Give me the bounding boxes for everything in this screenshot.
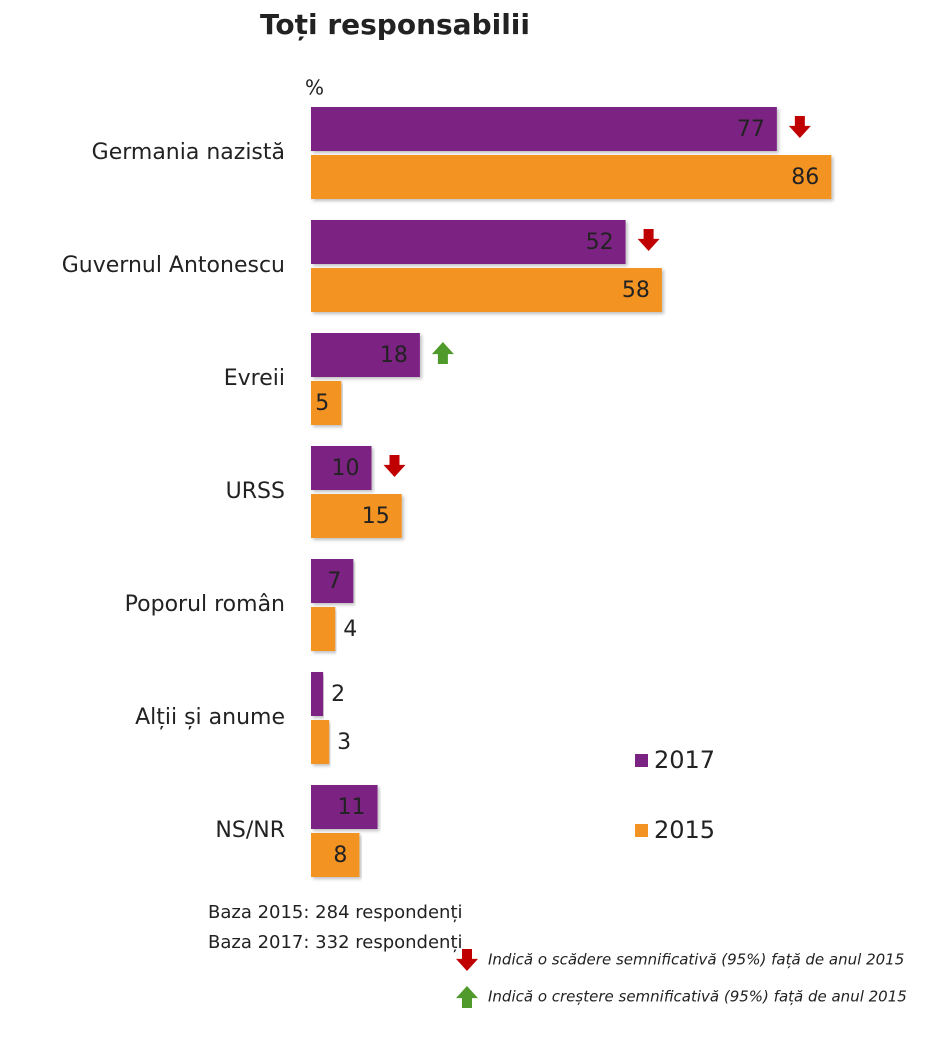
data-label: 10	[332, 456, 360, 481]
data-label: 15	[362, 504, 390, 529]
bar	[311, 559, 354, 603]
significance-arrow	[788, 116, 811, 138]
bar	[311, 720, 330, 764]
unit-label: %	[305, 76, 324, 100]
significance-arrow	[383, 455, 406, 477]
data-label: 7	[327, 569, 341, 594]
bar	[311, 220, 626, 264]
data-label: 3	[337, 730, 351, 755]
bar	[311, 333, 420, 377]
bar	[311, 381, 342, 425]
category-label: URSS	[226, 479, 285, 504]
bar	[311, 833, 360, 877]
significance-note: Indică o creștere semnificativă (95%) fa…	[488, 988, 907, 1006]
bar	[311, 494, 402, 538]
bar	[311, 446, 372, 490]
legend-arrow	[456, 949, 478, 971]
significance-arrow	[637, 229, 660, 251]
data-label: 58	[622, 278, 650, 303]
legend-label: 2015	[654, 816, 715, 844]
bar	[311, 268, 662, 312]
category-label: Alții și anume	[135, 705, 285, 730]
data-label: 11	[338, 795, 366, 820]
category-label: Evreii	[224, 366, 285, 391]
significance-arrow	[431, 342, 454, 364]
data-label: 5	[315, 391, 329, 416]
category-label: Poporul român	[125, 592, 285, 617]
data-label: 77	[737, 117, 765, 142]
legend-swatch	[635, 754, 648, 767]
chart-title: Toți responsabilii	[260, 8, 530, 41]
significance-note: Indică o scădere semnificativă (95%) faț…	[488, 951, 904, 969]
note: Baza 2015: 284 respondenți	[208, 902, 463, 923]
category-label: Guvernul Antonescu	[62, 253, 285, 278]
data-label: 86	[791, 165, 819, 190]
category-label: Germania nazistă	[92, 140, 285, 165]
data-label: 8	[333, 843, 347, 868]
note: Baza 2017: 332 respondenți	[208, 932, 463, 953]
bar	[311, 607, 336, 651]
bar	[311, 107, 777, 151]
data-label: 18	[380, 343, 408, 368]
bar	[311, 155, 832, 199]
data-label: 52	[586, 230, 614, 255]
data-label: 4	[343, 617, 357, 642]
category-label: NS/NR	[215, 818, 285, 843]
bar	[311, 785, 378, 829]
data-label: 2	[331, 682, 345, 707]
legend-arrow	[456, 986, 478, 1008]
legend-swatch	[635, 824, 648, 837]
bar	[311, 672, 324, 716]
legend-label: 2017	[654, 746, 715, 774]
